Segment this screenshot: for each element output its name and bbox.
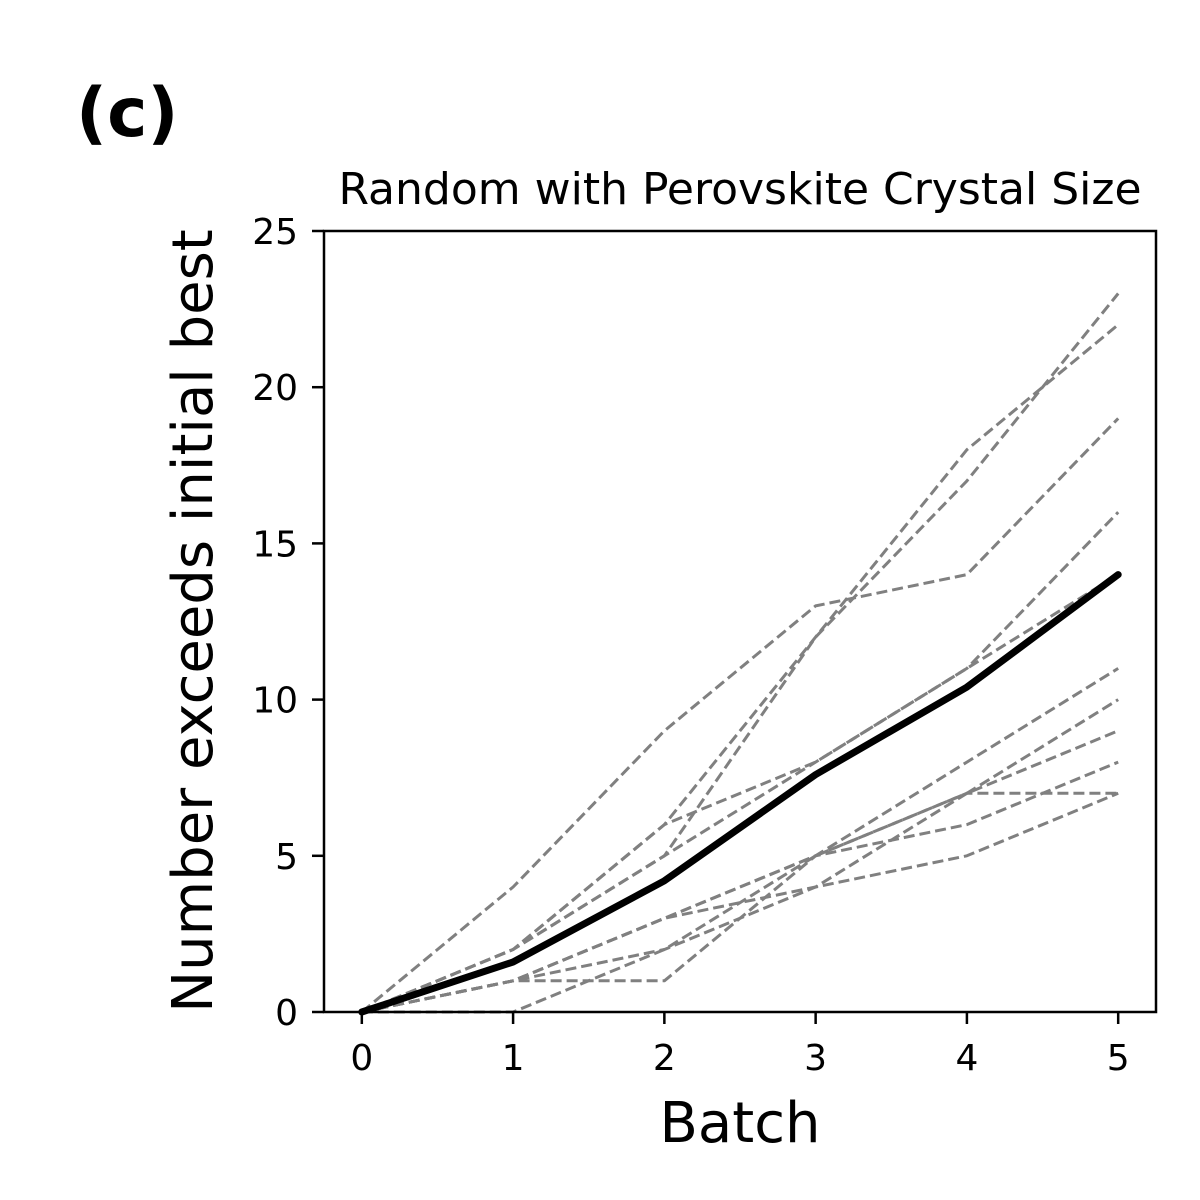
run-line-4 (361, 511, 1120, 1014)
run-line-5 (361, 573, 1119, 1014)
panel-label: (c) (76, 74, 178, 153)
mean-line (358, 571, 1122, 1016)
y-tick-label: 15 (252, 524, 298, 565)
run-line-7 (361, 698, 1119, 1014)
x-tick-label: 4 (955, 1038, 978, 1079)
y-axis: 0 5 10 15 20 25 (252, 212, 324, 1034)
x-axis-title: Batch (660, 1091, 821, 1156)
series-layer (358, 292, 1122, 1016)
y-tick-label: 5 (275, 837, 298, 878)
x-tick-label: 0 (350, 1038, 373, 1079)
run-line-8 (361, 729, 1119, 1014)
y-tick-label: 10 (252, 681, 298, 722)
plot-frame (322, 229, 1158, 1014)
y-tick-label: 20 (252, 368, 298, 409)
y-axis-title: Number exceeds initial best (161, 229, 226, 1013)
x-tick-label: 2 (653, 1038, 676, 1079)
chart-title: Random with Perovskite Crystal Size (338, 164, 1141, 215)
y-tick-label: 25 (252, 212, 298, 253)
run-line-1 (361, 323, 1120, 1014)
x-tick-label: 1 (502, 1038, 525, 1079)
run-line-6 (361, 667, 1119, 1014)
x-tick-label: 5 (1107, 1038, 1130, 1079)
run-line-3 (360, 417, 1120, 1014)
x-axis: 0 1 2 3 4 5 (350, 1012, 1130, 1079)
x-tick-label: 3 (804, 1038, 827, 1079)
run-line-11 (361, 791, 1119, 1014)
y-tick-label: 0 (275, 993, 298, 1034)
